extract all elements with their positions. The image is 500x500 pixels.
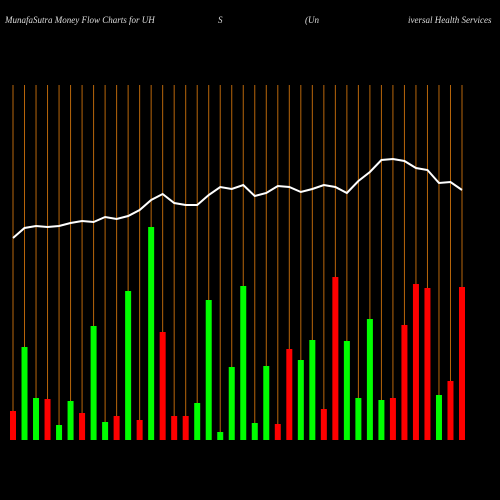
bar	[194, 403, 201, 440]
bar	[355, 398, 362, 440]
bar	[263, 366, 270, 440]
bar	[378, 400, 385, 440]
bar	[286, 349, 293, 440]
bar	[217, 432, 224, 440]
bar	[297, 360, 304, 440]
title: MunafaSutra Money Flow Charts for UH	[4, 15, 155, 25]
bar	[67, 401, 74, 440]
bar	[459, 287, 465, 440]
bar	[79, 413, 86, 440]
bar	[366, 319, 373, 440]
bar	[56, 425, 63, 440]
bar	[90, 326, 97, 440]
bar	[148, 227, 155, 440]
bar	[21, 347, 28, 440]
bar	[240, 286, 247, 440]
bar	[332, 277, 339, 440]
bar	[10, 411, 16, 440]
bar	[401, 325, 408, 440]
bar	[320, 409, 327, 440]
bar	[412, 284, 419, 440]
bar	[102, 422, 109, 440]
bar	[389, 398, 396, 440]
price-line	[12, 157, 463, 239]
bar	[251, 423, 258, 440]
bar	[44, 399, 51, 440]
bar	[274, 424, 281, 440]
bar	[343, 341, 350, 440]
bar	[435, 395, 442, 440]
bar	[447, 381, 454, 440]
title: iversal Health Services	[408, 15, 492, 25]
bar	[136, 420, 143, 440]
bar	[171, 416, 178, 440]
title: (Un	[305, 15, 319, 25]
bar	[424, 288, 431, 440]
bar	[159, 332, 166, 440]
title: S	[218, 15, 223, 25]
bar	[228, 367, 235, 440]
bar	[33, 398, 40, 440]
bar	[182, 416, 189, 440]
bar	[205, 300, 212, 440]
bar	[125, 291, 132, 440]
bar	[309, 340, 316, 440]
bar	[113, 416, 120, 440]
